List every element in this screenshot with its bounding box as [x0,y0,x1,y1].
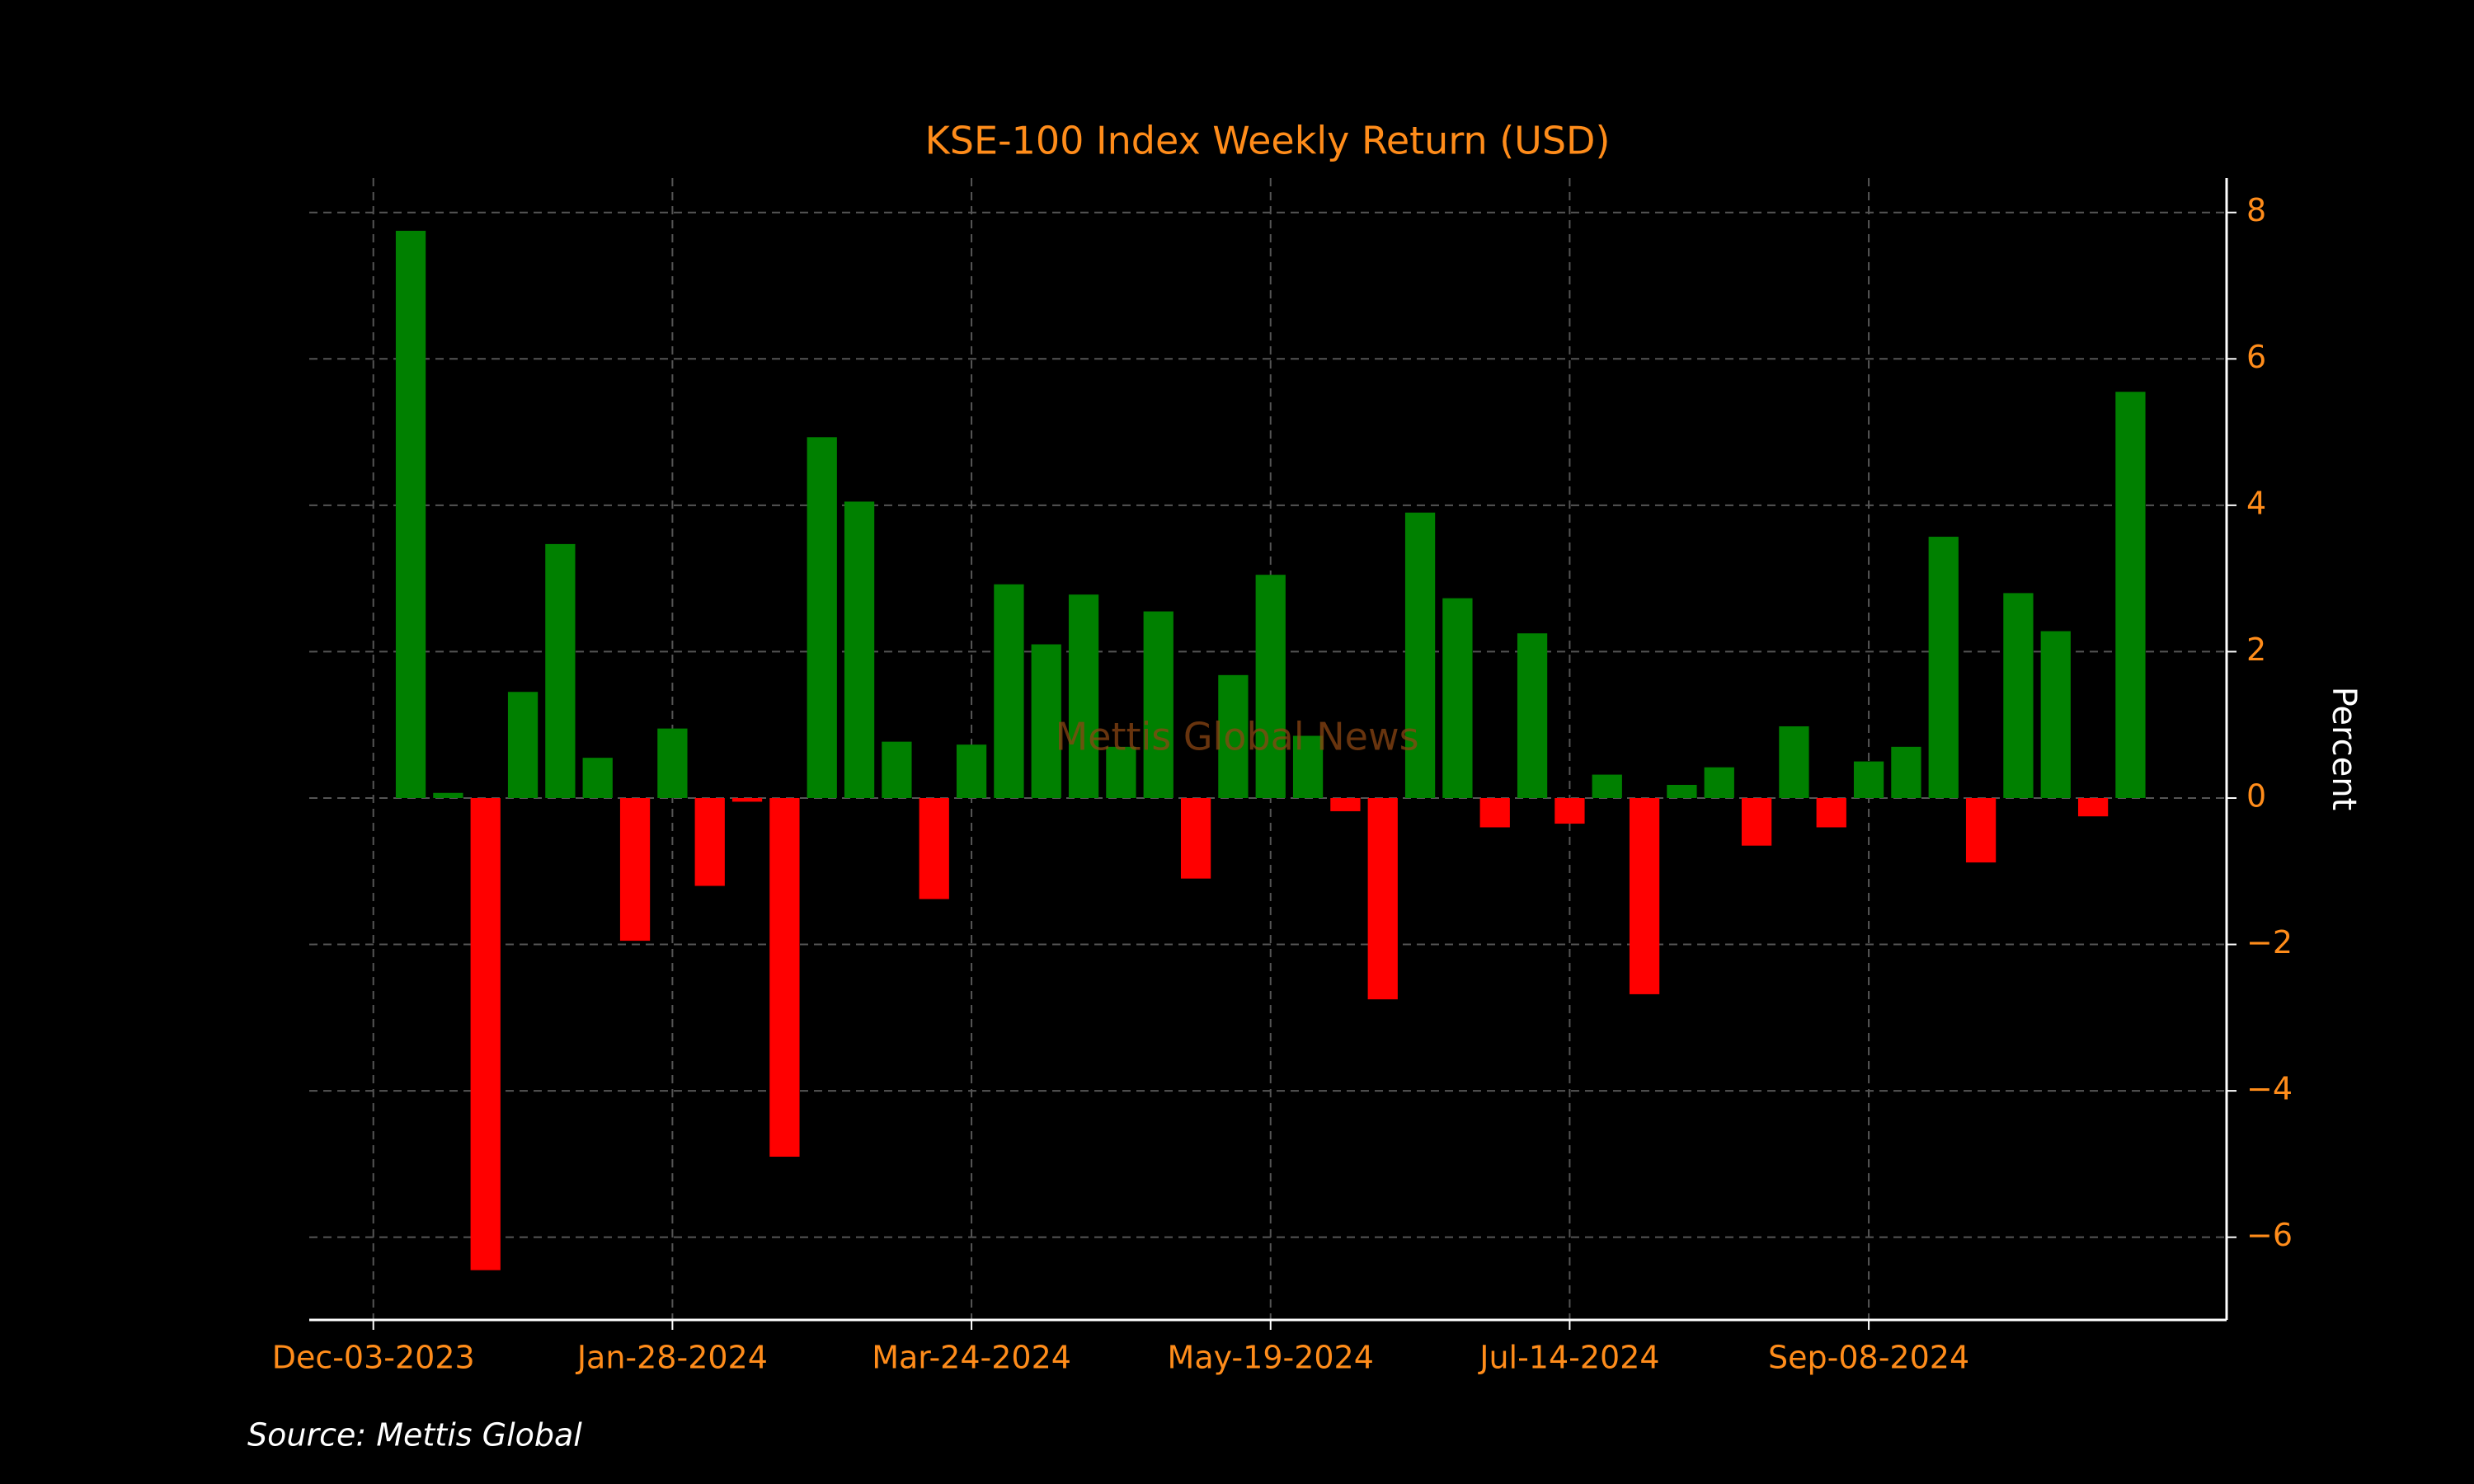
plot-area: −6 −4 −2 0 2 4 6 8 Dec-03-2023 Jan-28-2024 Mar-24-… [272,178,2293,1376]
x-tick-label: Dec-03-2023 [272,1340,475,1376]
source-note: Source: Mettis Global [247,1417,582,1453]
bar [769,797,800,1158]
bar [1554,797,1585,824]
bar [395,230,426,798]
bar [1442,598,1473,798]
bar [2040,631,2071,798]
chart-title: KSE-100 Index Weekly Return (USD) [925,119,1611,163]
bar [1404,512,1436,798]
bar [1667,785,1697,798]
y-axis-label: Percent [2325,687,2363,811]
x-tick-label: Jan-28-2024 [576,1340,768,1376]
bar [1853,761,1884,798]
y-tick-label: 0 [2246,777,2266,814]
x-tick-label: May-19-2024 [1168,1340,1374,1376]
x-tick-label: Sep-08-2024 [1768,1340,1969,1376]
bar [1629,797,1660,994]
bar [619,797,651,942]
bar [919,797,949,899]
bar [1367,797,1398,1000]
bar [994,584,1024,798]
bar [1517,633,1548,798]
bar [470,797,501,1270]
bar [1180,797,1211,879]
y-tick-label: 6 [2246,339,2266,375]
y-tick-label: 2 [2246,632,2266,668]
y-tick-label: 4 [2246,485,2266,521]
bar [1704,767,1734,798]
bar [1592,774,1622,798]
bar [1891,746,1921,798]
y-tick-label: 8 [2246,192,2266,228]
bar [1330,797,1361,811]
bar [1928,537,1959,798]
bar [2003,593,2034,798]
bar [1031,644,1061,798]
bar [844,501,875,798]
bar [657,728,688,798]
bar [582,758,613,798]
y-tick-label: −2 [2246,924,2293,960]
bar [1965,797,1997,863]
bar [1106,746,1136,798]
bar [1741,797,1772,846]
bar [956,744,987,798]
bar [1218,674,1249,798]
y-tick-label: −4 [2246,1071,2293,1107]
watermark: Mettis Global News [1055,715,1418,759]
x-tick-label: Mar-24-2024 [872,1340,1071,1376]
bar [1292,735,1324,798]
bar [545,543,576,798]
bar [731,797,763,802]
bar [2077,797,2109,817]
bar [1143,611,1174,798]
y-tick-label: −6 [2246,1217,2293,1253]
bar [2115,392,2146,798]
bar [807,437,837,798]
bar [694,797,725,886]
bar [433,792,463,798]
bar [1068,594,1099,798]
bar [1816,797,1846,828]
bar [507,692,539,798]
bar [1255,575,1286,798]
bar [882,741,912,798]
bar [1479,797,1510,828]
bar [1779,726,1809,798]
x-tick-label: Jul-14-2024 [1478,1340,1659,1376]
